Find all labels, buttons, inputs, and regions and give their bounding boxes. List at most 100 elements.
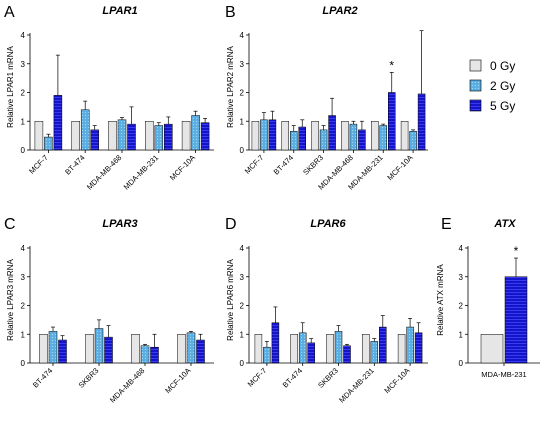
panel-title-b: LPAR2 (322, 5, 357, 17)
y-tick-label: 3 (21, 273, 26, 282)
bar-5-gy-mda-mb-468 (127, 123, 136, 151)
legend: 0 Gy 2 Gy 5 Gy (469, 59, 515, 113)
y-tick-label: 1 (21, 117, 26, 126)
y-axis-label-a: Relative LPAR1 mRNA (6, 46, 15, 128)
legend-label-2gy: 2 Gy (490, 79, 515, 93)
bar-5-gy-mcf-7 (271, 322, 280, 364)
bar-0-gy-bt-474 (281, 121, 289, 151)
bar-5-gy-mcf-10a (417, 93, 426, 151)
category-label-bt-474: BT-474 (31, 366, 54, 389)
category-label-mcf-10a: MCF-10A (168, 153, 197, 182)
bar-2-gy-bt-474 (298, 332, 307, 364)
bar-0-gy-skbr3 (311, 121, 319, 151)
bar-0-gy-bt-474 (290, 334, 298, 364)
bar-0-gy-bt-474 (71, 121, 80, 151)
bar-2-gy-skbr3 (94, 328, 104, 364)
bar-5-gy-mda-mb-231 (388, 92, 396, 151)
bar-0-gy-mcf-7 (251, 121, 260, 151)
y-tick-label: 3 (240, 60, 245, 69)
y-tick-label: 1 (459, 330, 464, 339)
panel-a: A LPAR1 Relative LPAR1 mRNA 0 1 2 3 4 MCF-7 BT… (4, 4, 214, 192)
bar-0-gy-mda-mb-231 (145, 121, 154, 151)
y-tick-label: 0 (21, 359, 26, 368)
category-label-mcf-10a: MCF-10A (163, 366, 192, 395)
bar-5-gy-skbr3 (343, 345, 351, 364)
y-tick-label: 3 (240, 273, 245, 282)
bar-0-gy-mda-mb-231 (362, 334, 370, 364)
y-tick-label: 1 (21, 330, 26, 339)
bar-5-gy-mda-mb-231 (164, 123, 173, 151)
bar-5-gy-bt-474 (90, 129, 99, 151)
significance-star: * (514, 244, 519, 258)
bar-0-gy-skbr3 (326, 334, 334, 364)
category-label-mcf-10a: MCF-10A (385, 153, 414, 182)
legend-swatch-0gy (469, 59, 482, 72)
bar-2-gy-skbr3 (334, 331, 343, 364)
panel-title-a: LPAR1 (102, 5, 137, 17)
category-label-mda-mb-231: MDA-MB-231 (122, 153, 160, 191)
bar-5-gy-skbr3 (328, 115, 336, 151)
bar-2-gy-mda-mb-231 (154, 125, 164, 151)
y-tick-label: 3 (21, 60, 26, 69)
bar-2-gy-mcf-10a (406, 326, 414, 364)
panel-title-d: LPAR6 (310, 218, 346, 230)
bar-5-gy-mda-mb-231 (379, 326, 387, 364)
panel-letter-a: A (4, 4, 15, 21)
bar-2-gy-mcf-10a (409, 131, 417, 151)
category-label-bt-474: BT-474 (281, 366, 304, 389)
bar-5-gy-mcf-7 (53, 95, 63, 151)
y-tick-label: 0 (240, 146, 245, 155)
bar-0-gy-mcf-10a (397, 334, 406, 364)
bar-5-gy-mcf-10a (196, 339, 205, 364)
panel-e: E ATX Relative ATX mRNA 0 1 2 3 4 MDA-MB-231 * (436, 216, 540, 379)
y-tick-label: 1 (240, 330, 245, 339)
y-tick-label: 0 (459, 359, 464, 368)
y-axis-label-c: Relative LPAR3 mRNA (6, 259, 15, 341)
y-tick-label: 2 (459, 302, 464, 311)
bar-2-gy-mda-mb-231 (370, 341, 379, 364)
bar-5-gy-mcf-7 (268, 119, 277, 151)
y-tick-label: 1 (240, 117, 245, 126)
legend-label-0gy: 0 Gy (490, 59, 515, 73)
bar-0-gy-mcf-7 (254, 334, 263, 364)
bar-0-gy-mcf-10a (181, 121, 191, 151)
legend-swatch-2gy (469, 79, 482, 92)
legend-item-0gy: 0 Gy (469, 59, 515, 73)
bar-0-gy-mcf-10a (400, 121, 409, 151)
y-tick-label: 4 (459, 244, 464, 253)
bar-2-gy-skbr3 (319, 129, 328, 151)
category-label-mda-mb-468: MDA-MB-468 (108, 366, 146, 404)
panel-d: D LPAR6 Relative LPAR6 mRNA 0 1 2 3 4 MCF-7 BT… (225, 216, 428, 405)
legend-item-2gy: 2 Gy (469, 79, 515, 93)
bar-2-gy-mcf-10a (186, 332, 196, 364)
bar-5-gy-mda-mb-468 (150, 346, 159, 364)
category-label-bt-474: BT-474 (272, 153, 295, 176)
panel-letter-d: D (225, 216, 237, 233)
bar-2-gy-bt-474 (80, 109, 90, 151)
category-label-mcf-7: MCF-7 (27, 153, 50, 176)
y-tick-label: 0 (21, 146, 26, 155)
plot-c: 0 1 2 3 4 BT-474 SKBR3 MDA-MB-468 MCF-10A (21, 244, 214, 405)
bar-2-gy-bt-474 (48, 331, 58, 364)
bar-2-gy-mcf-7 (263, 346, 271, 364)
y-tick-label: 2 (240, 89, 245, 98)
plot-e: 0 1 2 3 4 MDA-MB-231 * (459, 244, 540, 379)
bar-2-gy-mda-mb-468 (140, 345, 150, 364)
bar-2-gy-mcf-7 (260, 119, 268, 151)
bar-2-gy-mda-mb-231 (379, 125, 387, 151)
y-tick-label: 4 (240, 31, 245, 40)
panel-b: B LPAR2 Relative LPAR2 mRNA 0 1 2 3 4 MCF-7 BT… (225, 4, 428, 192)
bar-0-gy-mda-mb-231 (480, 334, 504, 364)
category-label-mcf-10a: MCF-10A (382, 366, 411, 395)
category-label-mda-mb-231: MDA-MB-231 (481, 370, 526, 379)
y-tick-label: 4 (21, 244, 26, 253)
panel-letter-b: B (225, 4, 236, 21)
y-tick-label: 2 (21, 302, 26, 311)
bar-0-gy-bt-474 (39, 334, 48, 364)
category-label-skbr3: SKBR3 (316, 366, 340, 390)
bar-0-gy-mda-mb-231 (371, 121, 379, 151)
bar-5-gy-mda-mb-231 (504, 276, 528, 364)
